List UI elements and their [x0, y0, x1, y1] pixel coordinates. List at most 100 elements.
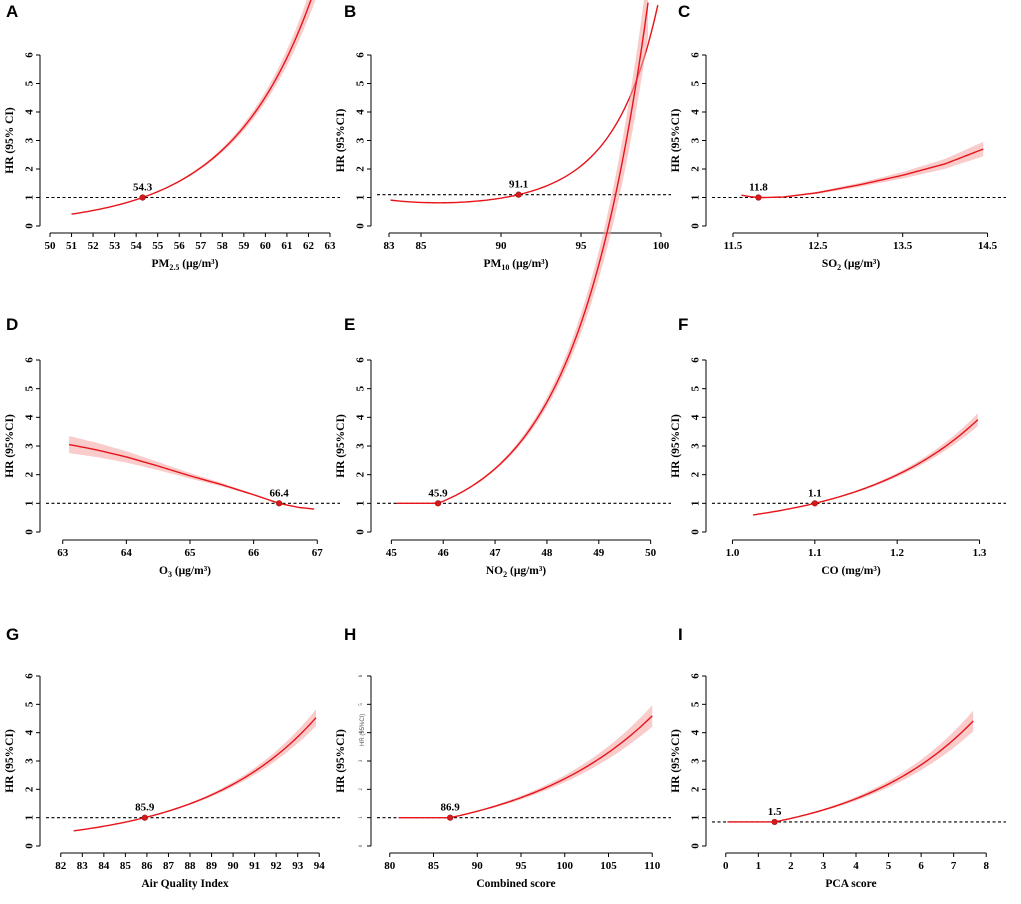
y-tick-label: 2: [690, 471, 702, 477]
y-axis-title: HR (95%CI): [670, 729, 682, 793]
panel-i: I 0 1 2 3 4 5 6 HR (95%CI) 0 1 2 3 4 5 6 7 8 PCA score 1.5: [670, 625, 1006, 890]
panel-letter: G: [6, 625, 19, 644]
x-tick-label: 1.2: [890, 547, 904, 559]
x-tick-label: 13.5: [893, 240, 913, 252]
x-tick-label: 94: [314, 860, 326, 872]
y-tick-label: 5: [690, 80, 702, 86]
panel-c: C 0 1 2 3 4 5 6 HR (95%CI) 11.5 12.5 13.5 14.5 SO2 (μ…: [670, 2, 1006, 272]
y-tick-label: 0: [690, 529, 702, 535]
x-tick-label: 63: [325, 240, 337, 252]
hr-curve: [396, 2, 649, 505]
y-tick-label: 4: [355, 414, 367, 420]
x-tick-label: 91: [249, 860, 260, 872]
x-tick-label: 86: [141, 860, 153, 872]
x-tick-label: 67: [312, 547, 324, 559]
x-axis-title: Air Quality Index: [141, 878, 229, 890]
x-tick-label: 2: [788, 860, 794, 872]
hr-curve: [752, 419, 979, 516]
x-tick-label: 14.5: [978, 240, 998, 252]
y-tick-label: 2: [355, 166, 367, 172]
y-tick-label: 1: [24, 195, 36, 201]
ci-band: [73, 709, 316, 832]
x-tick-label: 95: [576, 240, 588, 252]
reference-value-label: 91.1: [509, 179, 528, 191]
hr-curve: [73, 717, 317, 832]
reference-point: [141, 814, 148, 821]
y-tick-label: 6: [359, 674, 364, 677]
ci-band: [71, 0, 316, 215]
y-tick-label: 2: [359, 788, 364, 791]
x-tick-label: 51: [66, 240, 77, 252]
x-tick-label: 82: [55, 860, 67, 872]
reference-value-label: 86.9: [441, 802, 461, 814]
y-tick-label: 3: [359, 759, 364, 762]
x-tick-label: 105: [600, 860, 617, 872]
reference-point: [447, 814, 454, 821]
y-tick-label: 2: [24, 166, 36, 172]
y-tick-label: 4: [24, 109, 36, 115]
x-tick-label: 46: [438, 547, 450, 559]
x-axis-title: NO2 (μg/m³): [486, 565, 546, 579]
panel-letter: H: [344, 625, 356, 644]
x-tick-label: 50: [45, 240, 57, 252]
reference-point: [434, 500, 442, 507]
panel-letter: C: [678, 2, 690, 21]
y-axis-title: HR (95%CI): [670, 414, 682, 478]
x-axis-title: O3 (μg/m³): [159, 565, 211, 579]
x-tick-label: 0: [723, 860, 729, 872]
x-axis-title: SO2 (μg/m³): [822, 258, 881, 272]
panel-letter: D: [6, 315, 18, 334]
y-tick-label: 4: [690, 109, 702, 115]
hr-curve: [71, 0, 312, 215]
ci-band: [398, 705, 653, 819]
y-axis-title: HR (95%CI): [335, 414, 347, 478]
panel-h: H 0 1 2 3 4 5 6 HR (95%CI) HR (95%CI) 80 85 90 95 100 1…: [335, 625, 671, 890]
reference-point: [755, 194, 762, 201]
x-tick-label: 1.1: [808, 547, 822, 559]
y-tick-label: 4: [24, 729, 36, 735]
y-tick-label: 4: [690, 729, 702, 735]
panel-letter: A: [6, 2, 18, 21]
x-axis-title: CO (mg/m³): [821, 565, 881, 577]
y-tick-label: 3: [355, 443, 367, 449]
y-tick-label: 2: [690, 786, 702, 792]
reference-value-label: 85.9: [135, 802, 155, 814]
y-tick-label: 6: [24, 52, 36, 58]
panel-b: B 0 1 2 3 4 5 6 HR (95%CI) 83 85 90 95 100 PM10 (μg/m³…: [335, 1, 671, 272]
x-tick-label: 90: [496, 240, 508, 252]
y-tick-label: 5: [355, 385, 367, 391]
reference-value-label: 45.9: [428, 487, 448, 499]
x-tick-label: 60: [260, 240, 272, 252]
x-tick-label: 90: [228, 860, 240, 872]
x-tick-label: 50: [645, 547, 657, 559]
x-tick-label: 90: [472, 860, 484, 872]
x-tick-label: 7: [951, 860, 957, 872]
x-tick-label: 93: [292, 860, 304, 872]
x-tick-label: 4: [853, 860, 859, 872]
x-tick-label: 83: [77, 860, 89, 872]
reference-value-label: 11.8: [749, 182, 768, 194]
x-tick-label: 61: [281, 240, 292, 252]
x-tick-label: 59: [238, 240, 250, 252]
x-tick-label: 52: [88, 240, 100, 252]
ci-band: [396, 0, 649, 504]
y-axis-title: HR (95%CI): [4, 729, 16, 793]
panel-letter: F: [678, 315, 688, 334]
y-tick-label: 5: [24, 80, 36, 86]
x-tick-label: 89: [206, 860, 218, 872]
x-tick-label: 3: [821, 860, 827, 872]
x-tick-label: 88: [185, 860, 197, 872]
y-tick-label: 1: [355, 501, 367, 507]
y-tick-label: 1: [24, 815, 36, 821]
x-tick-label: 54: [131, 240, 143, 252]
x-tick-label: 56: [174, 240, 186, 252]
y-tick-label: 3: [690, 758, 702, 764]
panel-letter: I: [678, 625, 683, 644]
y-tick-label: 0: [690, 223, 702, 229]
x-tick-label: 53: [109, 240, 121, 252]
y-tick-label: 4: [355, 109, 367, 115]
y-tick-label: 0: [24, 529, 36, 535]
